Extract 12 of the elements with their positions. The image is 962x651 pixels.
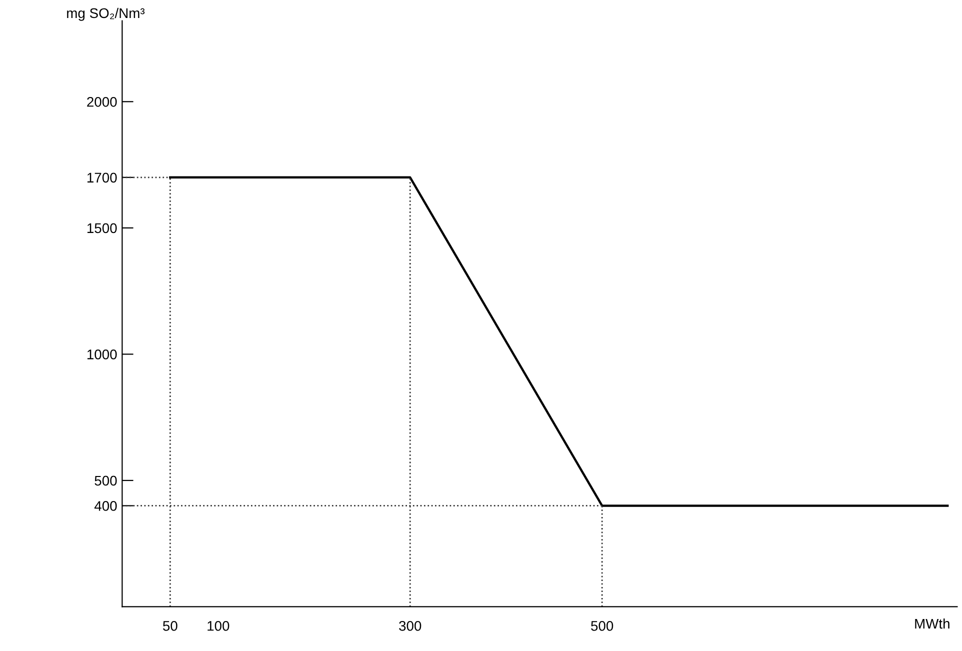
y-tick-label: 1500 [87, 223, 117, 234]
y-tick-label: 500 [94, 476, 117, 486]
x-tick-label: 50 [162, 620, 178, 631]
x-axis-title: MWth [915, 618, 950, 629]
x-tick-label: 500 [591, 620, 614, 631]
x-tick-label: 300 [399, 620, 422, 631]
y-axis-title: mg SO₂/Nm³ [67, 8, 145, 21]
y-tick-label: 2000 [87, 96, 117, 107]
y-tick-label: 1000 [87, 350, 117, 360]
y-tick-label: 1700 [87, 172, 117, 183]
x-tick-label: 100 [208, 620, 230, 631]
y-tick-label: 400 [94, 501, 117, 511]
